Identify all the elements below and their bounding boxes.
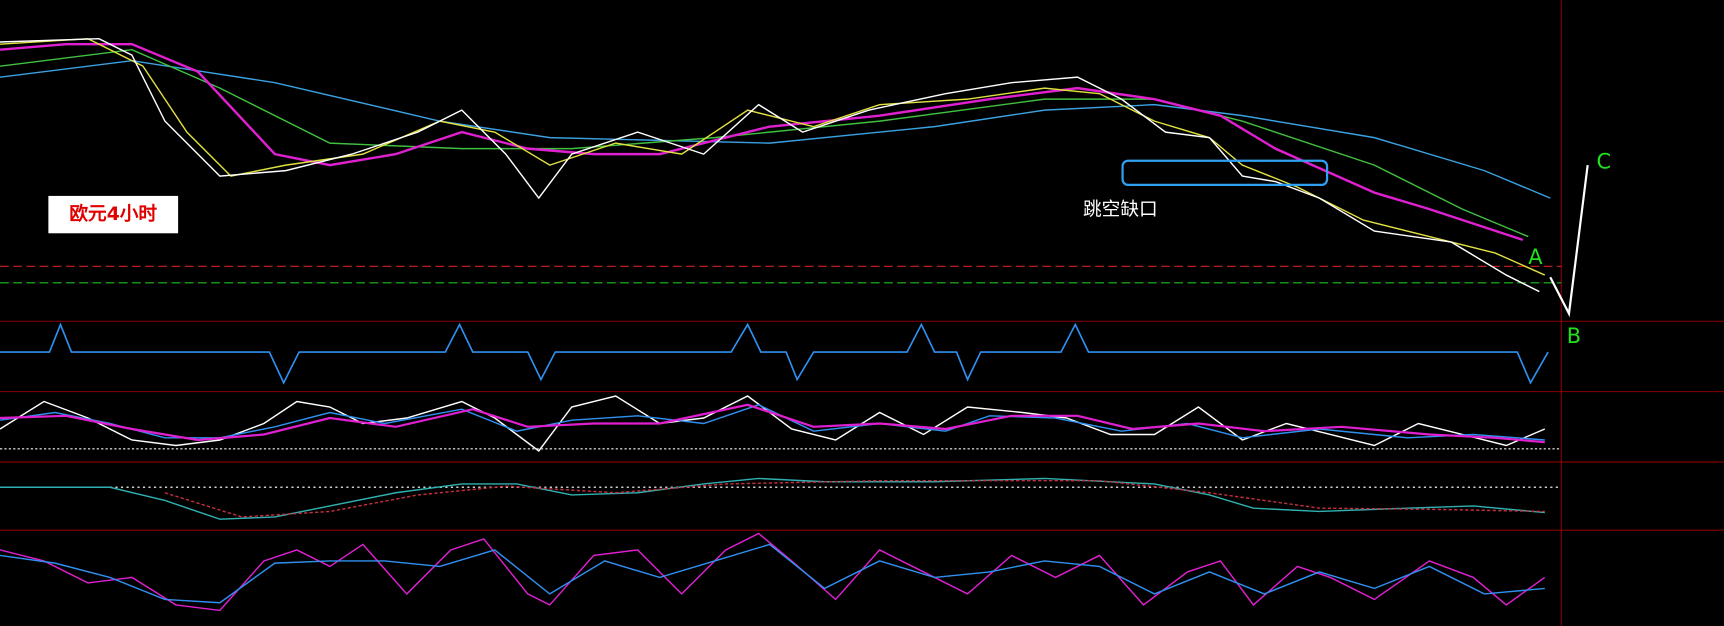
ma-long	[0, 59, 1551, 199]
projection	[1549, 164, 1589, 318]
indicator-1	[0, 322, 1549, 385]
macd-line	[0, 477, 1545, 520]
osc-fast	[0, 395, 1546, 452]
gap-box	[1121, 159, 1329, 187]
signal-line	[0, 322, 1549, 385]
wave-label: C	[1596, 149, 1611, 173]
wave-label: B	[1567, 324, 1581, 348]
gap-label: 跳空缺口	[1083, 200, 1158, 221]
kdj-k	[0, 532, 1546, 612]
indicator-2	[0, 395, 1562, 452]
timeframe-label: 欧元4小时	[69, 203, 157, 225]
signal-line	[164, 479, 1545, 518]
indicator-3	[0, 477, 1562, 520]
osc-slow	[0, 403, 1545, 444]
ma-short	[0, 42, 1524, 242]
wave-label: A	[1528, 245, 1543, 269]
indicator-4	[0, 532, 1546, 612]
osc-mid	[0, 404, 1545, 441]
kdj-d	[0, 543, 1545, 604]
label-box	[48, 195, 179, 234]
